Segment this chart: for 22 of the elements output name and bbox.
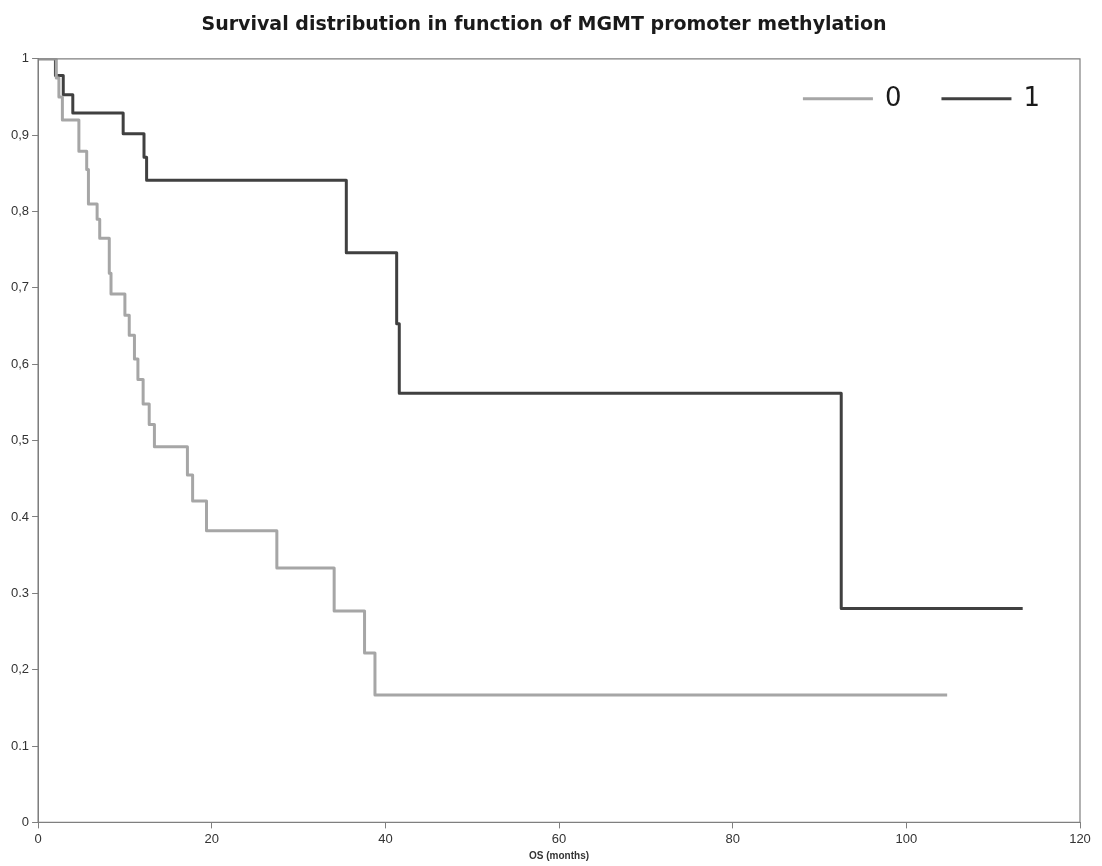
y-tick-label: 0.1 — [10, 737, 30, 753]
y-tick-label: 0,5 — [10, 432, 30, 448]
y-tick-label: 0,9 — [10, 126, 30, 142]
y-tick-label: 0.4 — [10, 508, 30, 524]
x-tick-label: 0 — [34, 830, 42, 846]
y-tick-label: 0,6 — [10, 355, 30, 371]
x-tick-label: 120 — [1069, 830, 1091, 846]
y-tick-label: 0 — [21, 813, 30, 829]
x-tick-label: 80 — [725, 830, 740, 846]
legend-label: 1 — [1023, 81, 1040, 112]
x-tick-label: 20 — [204, 830, 219, 846]
chart-title: Survival distribution in function of MGMT promoter methylation — [201, 12, 887, 35]
y-tick-label: 0,8 — [10, 203, 30, 219]
legend-label: 0 — [884, 81, 902, 112]
y-tick-label: 1 — [21, 50, 30, 66]
x-tick-label: 40 — [378, 830, 393, 846]
y-tick-label: 0,7 — [10, 279, 30, 295]
y-tick-label: 0,2 — [10, 661, 30, 677]
x-tick-label: 100 — [895, 830, 918, 846]
x-axis-title: OS (months) — [529, 849, 590, 861]
y-tick-label: 0.3 — [10, 584, 30, 600]
x-tick-label: 60 — [551, 830, 567, 846]
